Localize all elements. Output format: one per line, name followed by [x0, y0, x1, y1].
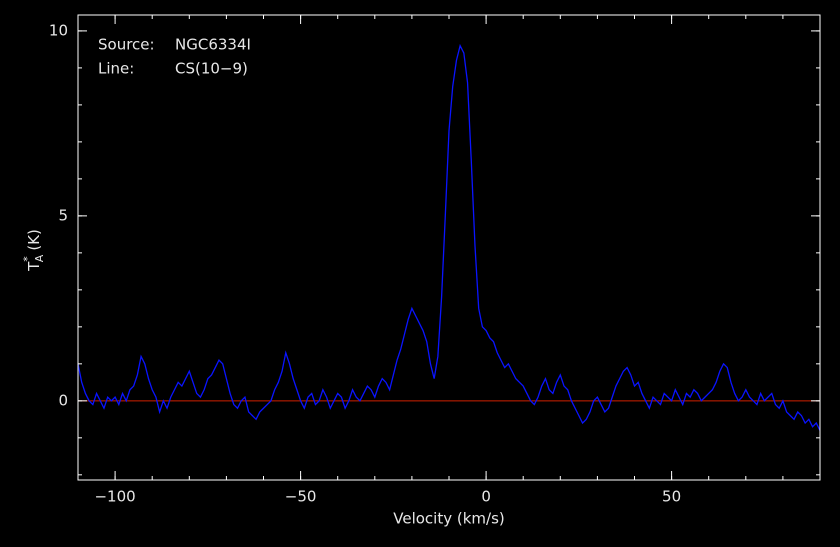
y-tick-label: 5	[58, 206, 68, 224]
y-label-base: T	[25, 261, 43, 272]
y-tick-label: 10	[49, 21, 68, 39]
y-axis-label: T*A (K)	[21, 229, 46, 272]
annotation-value: CS(10−9)	[175, 60, 248, 78]
spectrum-line	[77, 43, 821, 431]
annotation-value: NGC6334I	[175, 36, 251, 54]
annotation-label: Line:	[98, 60, 134, 78]
x-tick-label: 50	[662, 488, 681, 506]
y-label-sup: *	[21, 256, 34, 262]
x-tick-label: −100	[94, 488, 135, 506]
x-axis-label: Velocity (km/s)	[393, 510, 504, 528]
y-label-sub: A	[33, 254, 46, 262]
annotation-label: Source:	[98, 36, 155, 54]
x-tick-label: −50	[285, 488, 317, 506]
x-tick-label: 0	[481, 488, 491, 506]
y-label-unit: (K)	[25, 229, 43, 251]
y-tick-label: 0	[58, 391, 68, 409]
